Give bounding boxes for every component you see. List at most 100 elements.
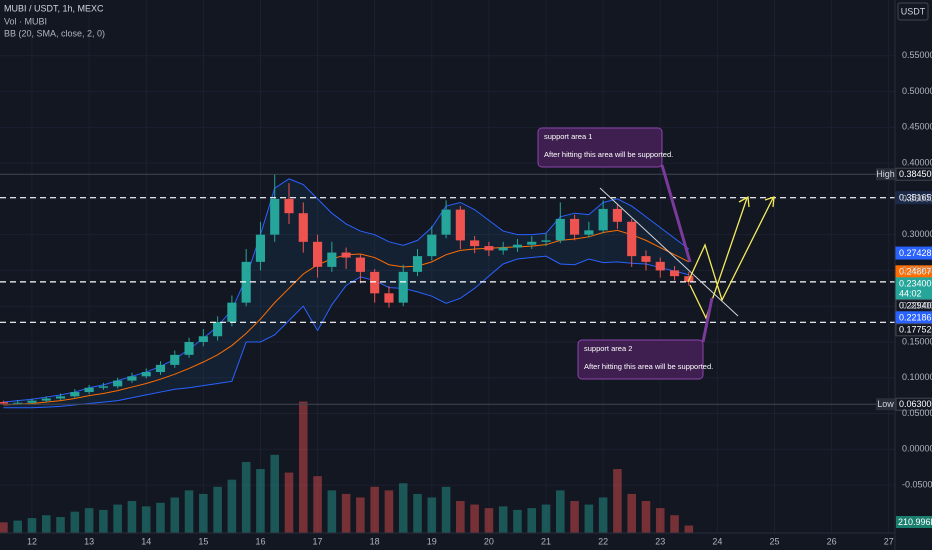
x-tick-label: 16 — [255, 536, 265, 546]
candle-body — [412, 256, 423, 272]
currency[interactable]: USDT — [901, 6, 926, 16]
y-tick-label: 0.10000 — [902, 372, 932, 382]
candle-body — [484, 246, 494, 251]
trend-line — [599, 187, 739, 317]
volume-bar — [41, 515, 51, 533]
price-tag-label: 0.22186 — [899, 313, 932, 323]
candle-body — [598, 208, 608, 231]
candle-body — [198, 336, 208, 342]
price-tag-label: 0.17752 — [899, 325, 932, 335]
callout: support area 1 After hitting this area w… — [537, 127, 673, 168]
callout-pointer — [701, 297, 714, 343]
price-tag-box — [895, 323, 932, 337]
candle-body — [384, 293, 394, 303]
callout: support area 2 After hitting this area w… — [577, 339, 713, 380]
candle-body — [141, 372, 151, 377]
volume-bar — [241, 461, 251, 533]
chart-title: MUBI / USDT, 1h, MEXC — [4, 3, 104, 13]
volume-bar — [398, 483, 408, 533]
volume-bar — [470, 504, 479, 533]
candle-body — [427, 234, 437, 257]
y-tick-label: 0.05000 — [902, 408, 932, 418]
candle-body — [270, 198, 280, 235]
y-tick-label: 0.50000 — [902, 86, 932, 96]
y-tick-label: 0.35000 — [902, 193, 932, 203]
candle-body — [255, 234, 266, 262]
candle-body — [184, 341, 194, 355]
volume-bar — [256, 469, 265, 533]
candle-body — [127, 376, 137, 381]
volume-bar — [655, 508, 665, 533]
volume-bar — [184, 490, 194, 533]
candle-body — [312, 241, 323, 267]
band-fill — [3, 178, 689, 408]
candle-body — [13, 402, 23, 404]
extreme-tag: High — [876, 169, 895, 179]
price-tag-label: 0.35165 — [899, 193, 932, 203]
x-tick-label: 15 — [198, 536, 208, 546]
callout-pointer — [660, 164, 692, 263]
candle-body — [113, 380, 123, 387]
x-tick-label: 20 — [484, 536, 494, 546]
volume-bar — [27, 518, 37, 533]
candle-body — [84, 387, 94, 393]
bb-lower — [3, 255, 689, 409]
candle-body — [298, 213, 308, 242]
candle-body — [98, 386, 108, 388]
grid — [0, 0, 895, 533]
x-tick-label: 18 — [370, 536, 380, 546]
volume-bar — [427, 497, 437, 533]
volume-bar — [341, 493, 351, 533]
candle-body — [41, 398, 51, 401]
y-tick-label: 0.15000 — [902, 336, 932, 346]
volume-bar — [84, 508, 94, 533]
arrow-head — [738, 195, 750, 208]
volume-bar — [441, 486, 451, 533]
candle-body — [669, 270, 680, 277]
candle-body — [627, 221, 637, 257]
indicator-label: BB (20, SMA, close, 2, 0) — [4, 28, 105, 38]
extreme-tag: Low — [877, 399, 894, 409]
candle-body — [27, 400, 37, 403]
x-tick-label: 17 — [313, 536, 323, 546]
y-tick-label: -0.05000 — [902, 479, 932, 489]
candle-body — [70, 392, 80, 397]
volume-tag-label: 210.996K — [898, 517, 932, 527]
projection-arrow — [689, 197, 748, 320]
callout-box — [537, 127, 663, 168]
volume-bar — [498, 506, 508, 533]
callout-text: After hitting this area will be supporte… — [584, 362, 713, 371]
price-tag-label: 0.38450 — [899, 169, 932, 179]
volume-bar — [484, 508, 494, 533]
candle-body — [584, 230, 594, 235]
candle-body — [441, 209, 451, 235]
extreme-tag-box — [876, 398, 895, 411]
y-tick-label: 0.30000 — [902, 229, 932, 239]
price-tag-box — [895, 246, 932, 260]
volume-bar — [570, 501, 579, 533]
x-tick-label: 22 — [598, 536, 608, 546]
volume-bar — [684, 525, 694, 533]
volume-bar — [199, 493, 208, 533]
volume-bar — [670, 515, 679, 533]
volume-bar — [113, 504, 122, 533]
currency-box[interactable] — [897, 2, 929, 21]
volume-bar — [327, 490, 337, 533]
y-tick-label: 0.20000 — [902, 301, 932, 311]
y-tick-label: 0.25000 — [902, 265, 932, 275]
volume-bar — [213, 486, 222, 533]
indicator-label: Vol · MUBI — [4, 16, 47, 26]
x-tick-label: 14 — [141, 536, 151, 546]
volume-bar — [598, 497, 608, 533]
volume-bar — [156, 502, 165, 533]
volume-bar — [141, 506, 151, 533]
candle-body — [341, 252, 351, 258]
price-tag-label: 0.06300 — [899, 399, 932, 409]
candle-body — [570, 218, 580, 235]
x-tick-label: 26 — [827, 536, 837, 546]
volume-bar — [627, 493, 636, 533]
y-tick-label: 0.55000 — [902, 50, 932, 60]
extreme-tag-box — [876, 168, 895, 181]
x-tick-label: 13 — [84, 536, 94, 546]
